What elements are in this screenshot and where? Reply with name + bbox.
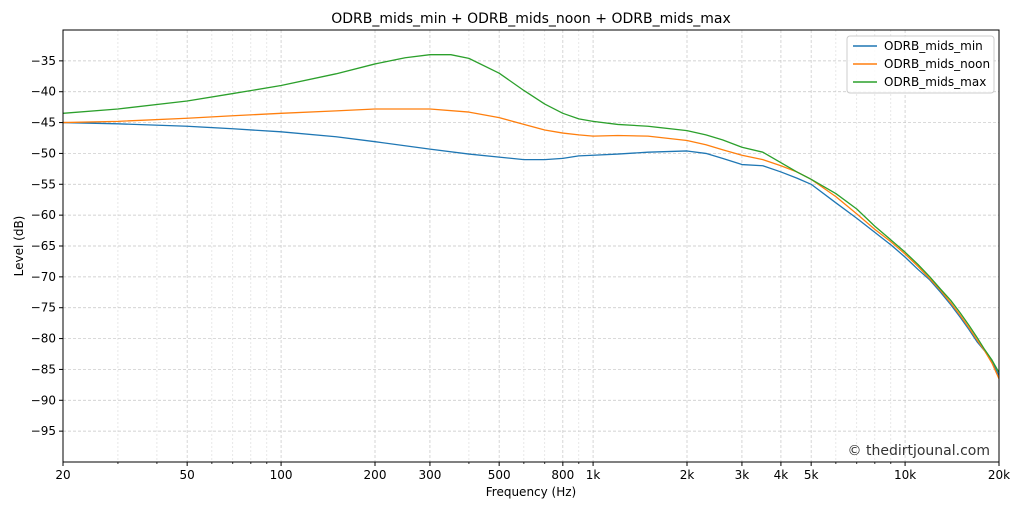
x-tick-label: 5k [804, 468, 819, 482]
legend-label: ODRB_mids_max [884, 75, 986, 89]
chart-title: ODRB_mids_min + ODRB_mids_noon + ODRB_mi… [331, 11, 731, 27]
x-tick-label: 500 [488, 468, 511, 482]
x-tick-label: 2k [680, 468, 695, 482]
x-tick-label: 50 [180, 468, 195, 482]
x-tick-label: 800 [551, 468, 574, 482]
y-tick-label: −85 [31, 362, 56, 376]
legend-label: ODRB_mids_min [884, 39, 983, 53]
y-tick-label: −70 [31, 270, 56, 284]
watermark: © thedirtjounal.com [848, 443, 990, 459]
x-tick-label: 300 [418, 468, 441, 482]
y-axis-title: Level (dB) [12, 216, 26, 277]
legend-box [846, 35, 995, 94]
y-tick-label: −95 [31, 424, 56, 438]
y-tick-label: −80 [31, 332, 56, 346]
y-tick-label: −90 [31, 393, 56, 407]
y-tick-label: −35 [31, 54, 56, 68]
legend-label: ODRB_mids_noon [884, 57, 990, 71]
legend: ODRB_mids_min ODRB_mids_noon ODRB_mids_max [846, 35, 995, 94]
plot-area [62, 54, 1000, 379]
y-tick-label: −60 [31, 208, 56, 222]
series-line-ODRB_mids_noon [62, 108, 1000, 379]
y-tick-label: −65 [31, 239, 56, 253]
y-tick-label: −45 [31, 116, 56, 130]
x-tick-label: 200 [364, 468, 387, 482]
x-tick-label: 20k [988, 468, 1010, 482]
y-tick-label: −75 [31, 301, 56, 315]
x-axis: 20 50 100 200 300 500 800 1k 2k 3k 4k 5k 10k 20k [55, 462, 1010, 482]
x-tick-label: 10k [894, 468, 916, 482]
x-tick-label: 1k [586, 468, 601, 482]
x-tick-label: 3k [735, 468, 750, 482]
x-tick-label: 4k [774, 468, 789, 482]
y-tick-label: −50 [31, 146, 56, 160]
x-axis-title: Frequency (Hz) [486, 485, 577, 499]
series-line-ODRB_mids_min [62, 121, 1000, 376]
y-axis: −35 −40 −45 −50 −55 −60 −65 −70 −75 −80 −85 −90 −95 [31, 54, 63, 438]
y-tick-label: −40 [31, 85, 56, 99]
series-line-ODRB_mids_max [62, 54, 1000, 373]
x-tick-label: 100 [270, 468, 293, 482]
y-tick-label: −55 [31, 177, 56, 191]
x-tick-label: 20 [55, 468, 70, 482]
grid [62, 30, 1000, 462]
